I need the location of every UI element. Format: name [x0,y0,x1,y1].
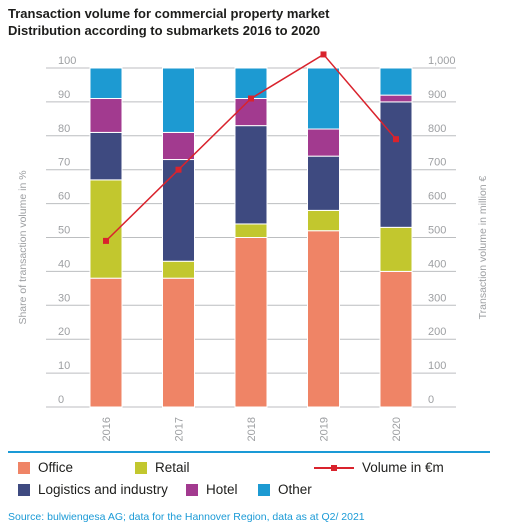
bar-segment-hotel [307,128,340,157]
bar-segment-other [307,67,340,130]
bar-segment-logistics [89,131,123,181]
y-tick-label-right: 500 [428,225,446,237]
legend-item-office: Office [18,460,73,475]
source-note: Source: bulwiengesa AG; data for the Han… [8,511,365,523]
legend-item-other: Other [258,482,312,497]
y-tick-label-right: 700 [428,157,446,169]
bar-segment-logistics [379,101,413,228]
bar-segment-office [234,237,268,408]
y-axis-label-right: Transaction volume in million € [477,175,489,319]
y-tick-label-left: 0 [58,394,64,406]
legend-swatch-hotel [186,483,198,496]
bar-segment-retail [162,260,195,279]
chart-title-line-2: Distribution according to submarkets 201… [8,23,321,38]
bar-segment-office [307,230,340,408]
y-tick-label-left: 60 [58,191,70,203]
volume-marker [103,237,109,244]
bar-segment-hotel [234,98,268,127]
legend-label-hotel: Hotel [206,482,238,497]
bar-segment-other [89,67,123,100]
legend-line-marker [331,464,337,471]
y-tick-label-left: 30 [58,292,70,304]
legend-item-retail: Retail [135,460,190,475]
x-tick-label: 2018 [246,417,258,441]
chart-canvas: 0 10 20 30 40 50 60 70 80 90 100 0 100 200 300 400 500 60… [8,51,490,453]
legend-swatch-retail [135,461,147,474]
bar-segment-hotel [162,131,195,161]
y-tick-label-left: 20 [58,326,70,338]
bar-segment-logistics [234,125,268,225]
legend-label-retail: Retail [155,460,190,475]
y-axis-label-left: Share of transaction volume in % [17,170,29,324]
legend-label-office: Office [38,460,74,475]
volume-marker [248,95,254,102]
bar-segment-retail [89,179,123,279]
bar-segment-retail [307,209,340,232]
y-tick-label-right: 100 [428,360,446,372]
volume-marker [393,136,399,143]
volume-marker [320,51,327,58]
bar-segment-hotel [379,94,413,103]
x-tick-label: 2016 [101,417,113,441]
legend-line-volume [314,462,354,474]
y-tick-label-left: 90 [58,89,70,101]
bar-segment-other [379,67,413,96]
legend-label-logistics: Logistics and industry [38,482,168,497]
legend-label-other: Other [278,482,312,497]
x-tick-label: 2017 [174,417,186,441]
y-tick-label-left: 40 [58,258,70,270]
legend-item-logistics: Logistics and industry [18,482,168,497]
y-tick-label-left: 100 [58,55,76,67]
bar-segment-other [234,67,268,100]
bar-segment-retail [379,226,413,272]
y-tick-label-left: 10 [58,360,70,372]
chart-title: Transaction volume for commercial proper… [8,5,330,39]
y-tick-label-right: 0 [428,394,434,406]
y-tick-label-left: 50 [58,225,70,237]
y-tick-label-right: 600 [428,191,446,203]
y-tick-label-right: 1,000 [428,55,456,67]
y-tick-label-left: 70 [58,157,70,169]
y-tick-label-left: 80 [58,123,70,135]
y-tick-label-right: 300 [428,292,446,304]
y-tick-label-right: 800 [428,123,446,135]
legend-swatch-office [18,461,30,474]
legend-item-volume: Volume in €m [314,460,444,475]
bar-segment-office [89,277,123,408]
bar-segment-office [162,277,195,408]
y-tick-label-right: 900 [428,89,446,101]
chart-title-line-1: Transaction volume for commercial proper… [8,6,330,21]
x-tick-label: 2020 [391,417,403,441]
bar-segment-other [162,67,195,133]
bar-segment-hotel [89,98,123,133]
x-tick-label: 2019 [319,417,331,441]
bar-segment-office [379,270,413,408]
legend-label-volume: Volume in €m [362,460,444,475]
y-tick-label-right: 200 [428,326,446,338]
legend-item-hotel: Hotel [186,482,238,497]
bar-segment-logistics [307,155,340,211]
legend-swatch-logistics [18,483,30,496]
bar-segment-logistics [162,159,195,262]
y-tick-label-right: 400 [428,258,446,270]
legend-swatch-other [258,483,270,496]
bar-segment-retail [234,223,268,239]
volume-marker [175,166,182,173]
